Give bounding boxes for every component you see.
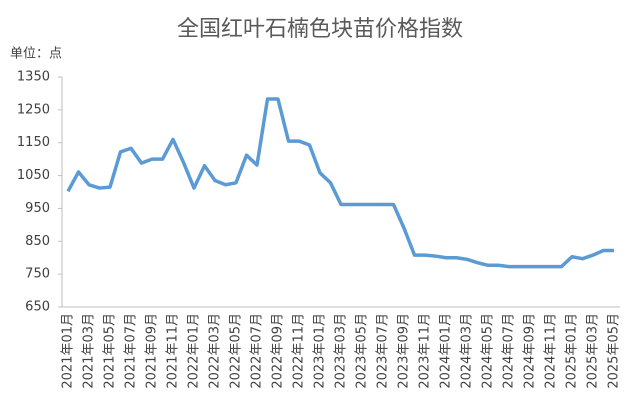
- x-tick-label: 2024年07月: [502, 313, 517, 389]
- x-tick-label: 2021年09月: [145, 313, 160, 389]
- x-tick-label: 2023年03月: [334, 313, 349, 389]
- x-tick-label: 2024年03月: [460, 313, 475, 389]
- x-tick-label: 2022年09月: [271, 313, 286, 389]
- y-tick-label: 750: [25, 267, 50, 282]
- x-tick-label: 2024年05月: [481, 313, 496, 389]
- x-tick-label: 2021年03月: [82, 313, 97, 389]
- x-tick-label: 2023年05月: [355, 313, 370, 389]
- x-tick-label: 2022年05月: [229, 313, 244, 389]
- y-axis-unit: 单位：点: [10, 47, 62, 62]
- x-tick-label: 2022年03月: [208, 313, 223, 389]
- x-tick-label: 2021年05月: [103, 313, 118, 389]
- y-tick-label: 650: [25, 300, 50, 315]
- x-tick-label: 2022年11月: [292, 313, 307, 389]
- y-tick-label: 1050: [17, 168, 50, 183]
- y-tick-label: 1150: [17, 135, 50, 150]
- x-tick-label: 2024年09月: [523, 313, 538, 389]
- x-tick-label: 2025年01月: [565, 313, 580, 389]
- y-tick-label: 850: [25, 234, 50, 249]
- x-tick-label: 2023年09月: [397, 313, 412, 389]
- x-tick-label: 2025年03月: [586, 313, 601, 389]
- x-tick-label: 2024年01月: [439, 313, 454, 389]
- x-tick-label: 2021年07月: [124, 313, 139, 389]
- x-tick-label: 2022年07月: [250, 313, 265, 389]
- y-tick-label: 1250: [17, 102, 50, 117]
- x-tick-label: 2024年11月: [544, 313, 559, 389]
- x-tick-label: 2021年01月: [61, 313, 76, 389]
- y-tick-label: 1350: [17, 70, 50, 85]
- chart-title: 全国红叶石楠色块苗价格指数: [177, 17, 463, 42]
- y-tick-label: 950: [25, 201, 50, 216]
- x-tick-label: 2025年05月: [607, 313, 622, 389]
- x-tick-label: 2023年11月: [418, 313, 433, 389]
- line-series: [66, 97, 614, 269]
- x-tick-label: 2023年01月: [313, 313, 328, 389]
- x-tick-label: 2023年07月: [376, 313, 391, 389]
- x-tick-label: 2021年11月: [166, 313, 181, 389]
- x-tick-label: 2022年01月: [187, 313, 202, 389]
